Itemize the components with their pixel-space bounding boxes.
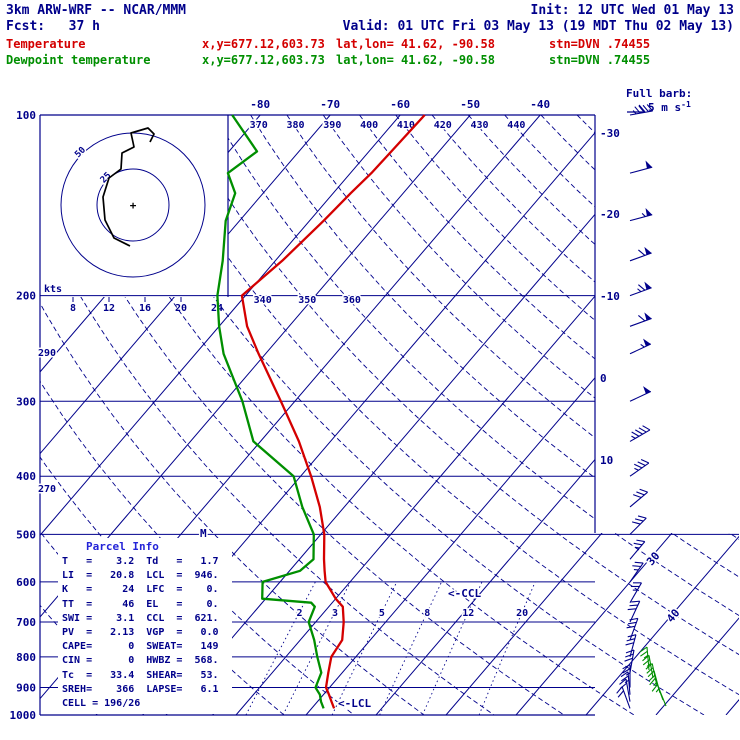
svg-text:800: 800: [16, 651, 36, 664]
dewpoint-curve: [216, 114, 325, 709]
init-time: Init: 12 UTC Wed 01 May 13: [530, 3, 735, 18]
svg-text:+: +: [130, 199, 137, 212]
svg-text:400: 400: [360, 120, 378, 131]
parcel-info-box: Parcel Info T = 3.2 Td = 1.7 LI = 20.8 L…: [62, 540, 219, 711]
barb-legend-title: Full barb:: [626, 87, 693, 100]
svg-text:40: 40: [664, 606, 682, 625]
wind-barbs: [616, 104, 654, 709]
svg-text:400: 400: [16, 470, 36, 483]
svg-text:0: 0: [600, 372, 607, 385]
svg-text:<-CCL: <-CCL: [448, 587, 481, 600]
svg-text:270: 270: [38, 484, 56, 495]
dewpoint-legend-label: Dewpoint temperature: [6, 53, 151, 67]
surface-wind-barbs: [639, 646, 667, 707]
svg-text:1000: 1000: [10, 709, 37, 722]
hodograph: 25 50 +: [60, 127, 206, 278]
svg-text:-20: -20: [600, 208, 620, 221]
parcel-info-lines: T = 3.2 Td = 1.7 LI = 20.8 LCL = 946. K …: [62, 556, 219, 710]
svg-text:300: 300: [16, 395, 36, 408]
hodograph-trace: [102, 127, 155, 247]
svg-text:380: 380: [286, 120, 304, 131]
svg-text:12: 12: [462, 608, 474, 619]
dewpoint-latlon: lat,lon= 41.62, -90.58: [336, 53, 495, 67]
svg-text:290: 290: [38, 348, 56, 359]
svg-text:30: 30: [644, 549, 662, 568]
svg-text:<-LCL: <-LCL: [338, 697, 371, 710]
svg-text:50: 50: [73, 145, 88, 160]
svg-text:-70: -70: [320, 98, 340, 111]
svg-text:3: 3: [332, 608, 338, 619]
svg-text:700: 700: [16, 616, 36, 629]
svg-text:16: 16: [139, 303, 151, 314]
parcel-info-title: Parcel Info: [86, 540, 159, 553]
barb-legend-exponent: -1: [681, 100, 691, 109]
temperature-station: stn=DVN .74455: [549, 37, 651, 51]
dewpoint-xy: x,y=677.12,603.73: [202, 53, 325, 67]
barb-legend: Full barb: 5 m s -1: [626, 87, 692, 115]
plot-frame: [39, 114, 596, 716]
svg-text:900: 900: [16, 682, 36, 695]
svg-text:390: 390: [323, 120, 341, 131]
svg-text:-40: -40: [530, 98, 550, 111]
full-barb-icon: [627, 104, 646, 113]
svg-text:-30: -30: [600, 127, 620, 140]
svg-text:500: 500: [16, 528, 36, 541]
temperature-latlon: lat,lon= 41.62, -90.58: [336, 37, 495, 51]
svg-text:100: 100: [16, 109, 36, 122]
svg-text:20: 20: [516, 608, 528, 619]
svg-text:8: 8: [424, 608, 430, 619]
barb-legend-value: 5 m s: [648, 101, 682, 114]
level-markers: <-CCL <-LCL M: [199, 526, 483, 712]
svg-text:420: 420: [434, 120, 452, 131]
temperature-xy: x,y=677.12,603.73: [202, 37, 325, 51]
sounding-curves: [216, 114, 426, 709]
temperature-legend-label: Temperature: [6, 37, 86, 51]
svg-text:M: M: [200, 527, 207, 540]
svg-text:12: 12: [103, 303, 115, 314]
svg-text:430: 430: [471, 120, 489, 131]
dewpoint-station: stn=DVN .74455: [549, 53, 651, 67]
model-title: 3km ARW-WRF -- NCAR/MMM: [6, 3, 187, 18]
svg-text:360: 360: [343, 295, 361, 306]
svg-text:10: 10: [600, 454, 613, 467]
svg-text:2: 2: [296, 608, 302, 619]
svg-text:600: 600: [16, 576, 36, 589]
temperature-curve: [240, 114, 426, 709]
svg-text:440: 440: [507, 120, 525, 131]
svg-text:-10: -10: [600, 290, 620, 303]
svg-text:25: 25: [99, 171, 114, 186]
svg-text:200: 200: [16, 290, 36, 303]
forecast-hour: Fcst: 37 h: [6, 19, 100, 34]
svg-text:-60: -60: [390, 98, 410, 111]
valid-time: Valid: 01 UTC Fri 03 May 13 (19 MDT Thu …: [342, 19, 734, 34]
svg-text:5: 5: [379, 608, 385, 619]
svg-text:350: 350: [298, 295, 316, 306]
svg-text:-50: -50: [460, 98, 480, 111]
svg-text:-80: -80: [250, 98, 270, 111]
svg-text:340: 340: [254, 295, 272, 306]
svg-text:kts: kts: [44, 284, 62, 295]
svg-text:8: 8: [70, 303, 76, 314]
svg-text:20: 20: [175, 303, 187, 314]
svg-text:370: 370: [250, 120, 268, 131]
